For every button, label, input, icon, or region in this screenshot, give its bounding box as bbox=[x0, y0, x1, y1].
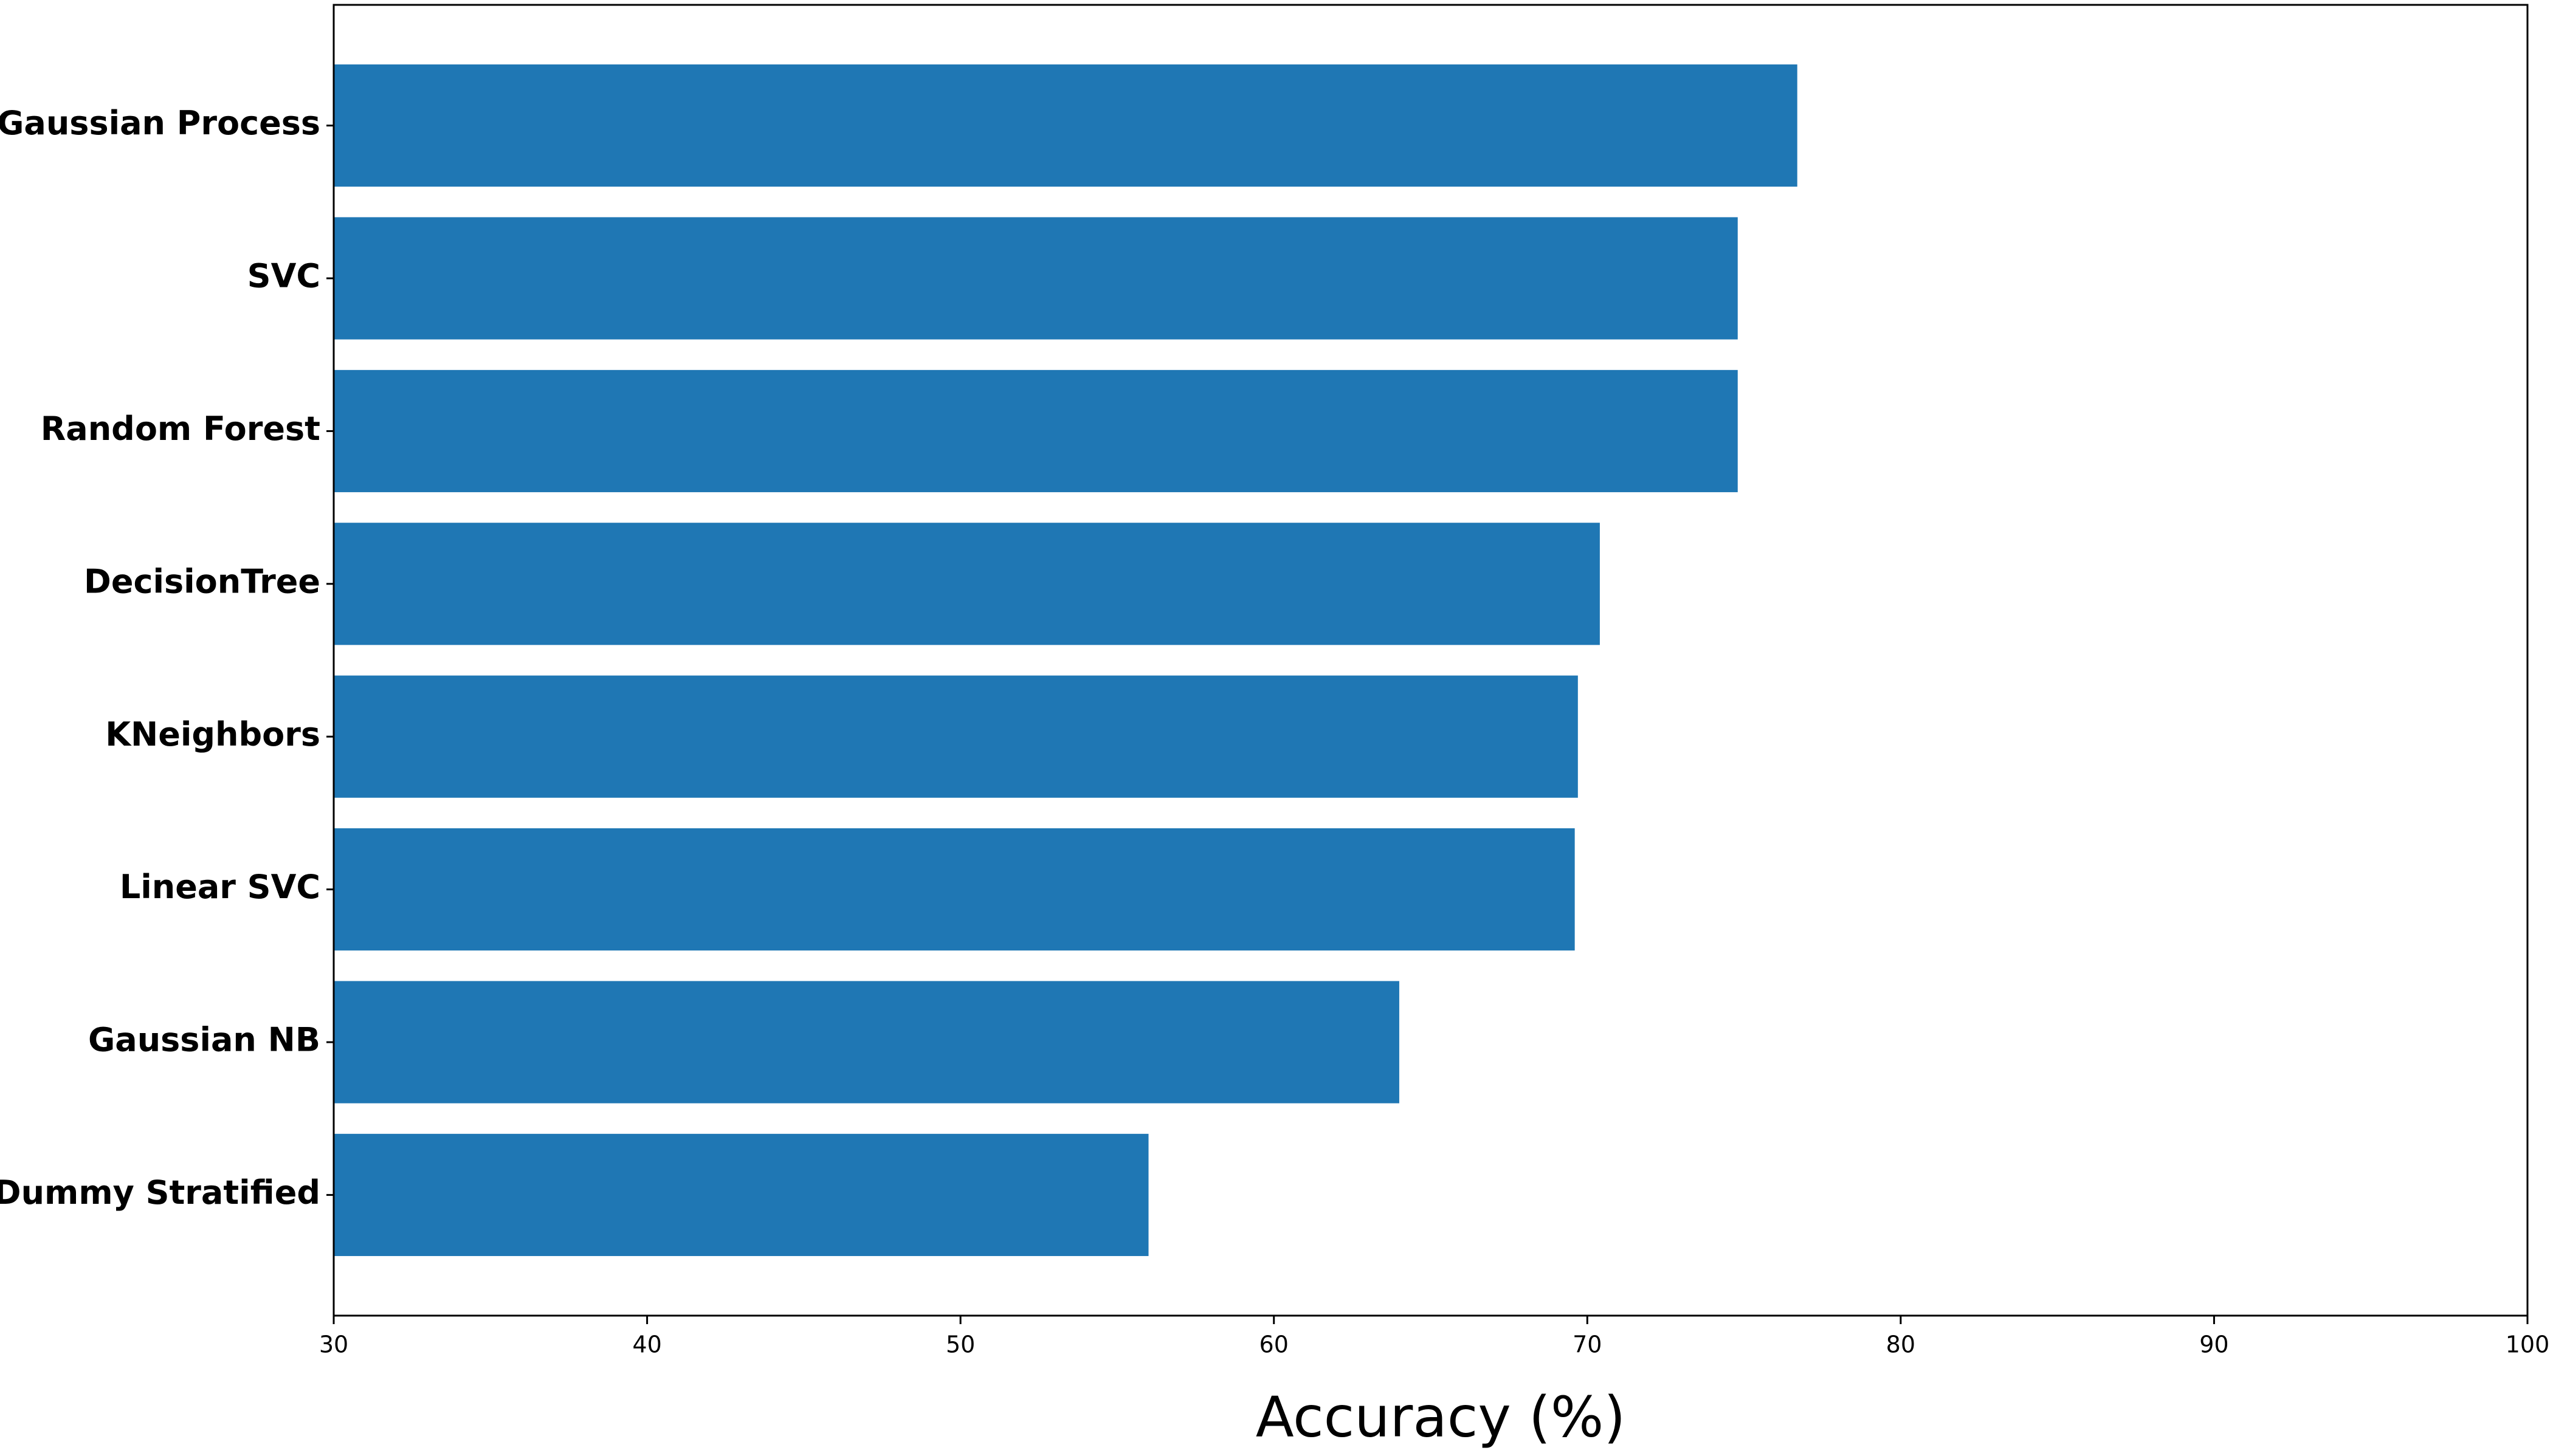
y-tick-label: Dummy Stratified bbox=[0, 1173, 320, 1212]
y-tick-label: Linear SVC bbox=[120, 868, 320, 906]
y-tick-label: KNeighbors bbox=[105, 715, 320, 754]
x-tick-label: 70 bbox=[1573, 1331, 1602, 1358]
x-tick-label: 100 bbox=[2506, 1331, 2550, 1358]
plot-frame bbox=[332, 4, 2529, 1317]
x-tick-label: 90 bbox=[2199, 1331, 2228, 1358]
bar bbox=[334, 523, 1600, 645]
x-tick-label: 60 bbox=[1259, 1331, 1289, 1358]
y-tick-label: Gaussian Process bbox=[0, 104, 320, 142]
x-tick-label: 40 bbox=[632, 1331, 661, 1358]
x-tick-label: 50 bbox=[946, 1331, 975, 1358]
bar bbox=[334, 981, 1399, 1104]
y-tick-label: SVC bbox=[247, 257, 320, 295]
bar bbox=[334, 64, 1797, 187]
x-tick-label: 80 bbox=[1886, 1331, 1915, 1358]
bar bbox=[334, 1133, 1149, 1256]
x-tick-label: 30 bbox=[319, 1331, 348, 1358]
bar bbox=[334, 675, 1578, 798]
bar bbox=[334, 369, 1738, 492]
bar bbox=[334, 217, 1738, 340]
bar bbox=[334, 828, 1575, 951]
y-tick-label: Gaussian NB bbox=[88, 1021, 320, 1059]
x-axis-label: Accuracy (%) bbox=[1256, 1384, 1625, 1449]
y-tick-label: Random Forest bbox=[41, 410, 320, 448]
y-tick-label: DecisionTree bbox=[84, 562, 320, 600]
